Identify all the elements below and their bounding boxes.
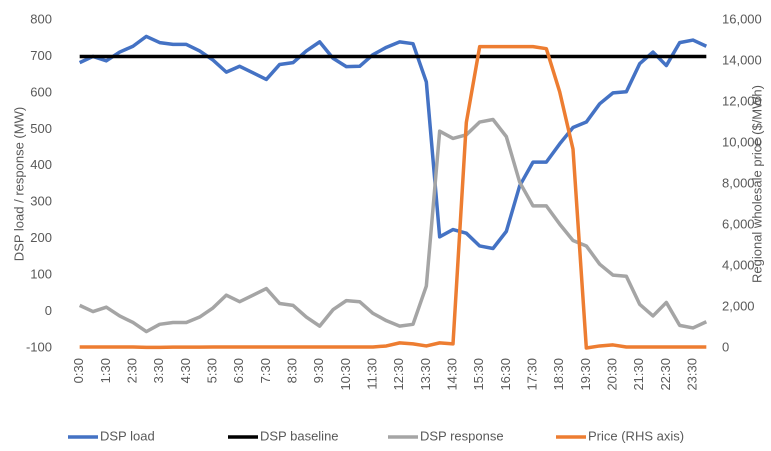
x-tick-label: 7:30 xyxy=(258,358,273,383)
y-tick-label: 100 xyxy=(30,267,52,282)
y-tick-label: -100 xyxy=(26,339,52,354)
series-line xyxy=(79,44,707,350)
x-tick-label: 21:30 xyxy=(631,358,646,391)
legend-label: DSP response xyxy=(420,428,504,443)
legend-label: DSP baseline xyxy=(260,428,339,443)
y-tick-label: 600 xyxy=(30,84,52,99)
x-tick-label: 1:30 xyxy=(98,358,113,383)
x-tick-label: 11:30 xyxy=(364,358,379,390)
y2-tick-label: 12,000 xyxy=(722,93,762,108)
x-tick-label: 13:30 xyxy=(418,358,433,391)
y-tick-label: 300 xyxy=(30,194,52,209)
y-axis-title: DSP load / response (MW) xyxy=(11,107,26,261)
y2-tick-label: 10,000 xyxy=(722,134,762,149)
x-tick-label: 19:30 xyxy=(578,358,593,391)
y2-axis-title: Regional wholesale price ($/MWh) xyxy=(749,85,764,283)
x-tick-label: 16:30 xyxy=(498,358,513,391)
x-tick-label: 23:30 xyxy=(684,358,699,391)
y-tick-label: 400 xyxy=(30,157,52,172)
y2-tick-label: 6,000 xyxy=(722,216,755,231)
x-tick-label: 17:30 xyxy=(524,358,539,391)
x-tick-label: 10:30 xyxy=(338,358,353,391)
x-tick-label: 22:30 xyxy=(658,358,673,391)
y2-tick-label: 4,000 xyxy=(722,257,755,272)
y-tick-label: 0 xyxy=(45,303,52,318)
series-line xyxy=(78,117,708,334)
y-tick-label: 200 xyxy=(30,230,52,245)
x-tick-label: 20:30 xyxy=(604,358,619,391)
x-tick-label: 14:30 xyxy=(444,358,459,391)
x-tick-label: 4:30 xyxy=(178,358,193,383)
y2-tick-label: 14,000 xyxy=(722,52,762,67)
x-tick-label: 15:30 xyxy=(471,358,486,391)
y-tick-label: 500 xyxy=(30,121,52,136)
y-tick-label: 700 xyxy=(30,48,52,63)
y-tick-label: 800 xyxy=(30,11,52,26)
x-tick-label: 6:30 xyxy=(231,358,246,383)
series-line xyxy=(78,34,708,251)
x-tick-label: 12:30 xyxy=(391,358,406,391)
y2-tick-label: 2,000 xyxy=(722,298,755,313)
x-tick-label: 2:30 xyxy=(124,358,139,383)
y2-tick-label: 16,000 xyxy=(722,11,762,26)
x-tick-label: 0:30 xyxy=(71,358,86,383)
legend-label: Price (RHS axis) xyxy=(588,428,684,443)
x-tick-label: 8:30 xyxy=(284,358,299,383)
x-tick-label: 18:30 xyxy=(551,358,566,391)
legend-label: DSP load xyxy=(100,428,155,443)
x-tick-label: 5:30 xyxy=(204,358,219,383)
y2-tick-label: 8,000 xyxy=(722,175,755,190)
x-tick-label: 3:30 xyxy=(151,358,166,383)
y2-tick-label: 0 xyxy=(722,339,729,354)
x-tick-label: 9:30 xyxy=(311,358,326,383)
